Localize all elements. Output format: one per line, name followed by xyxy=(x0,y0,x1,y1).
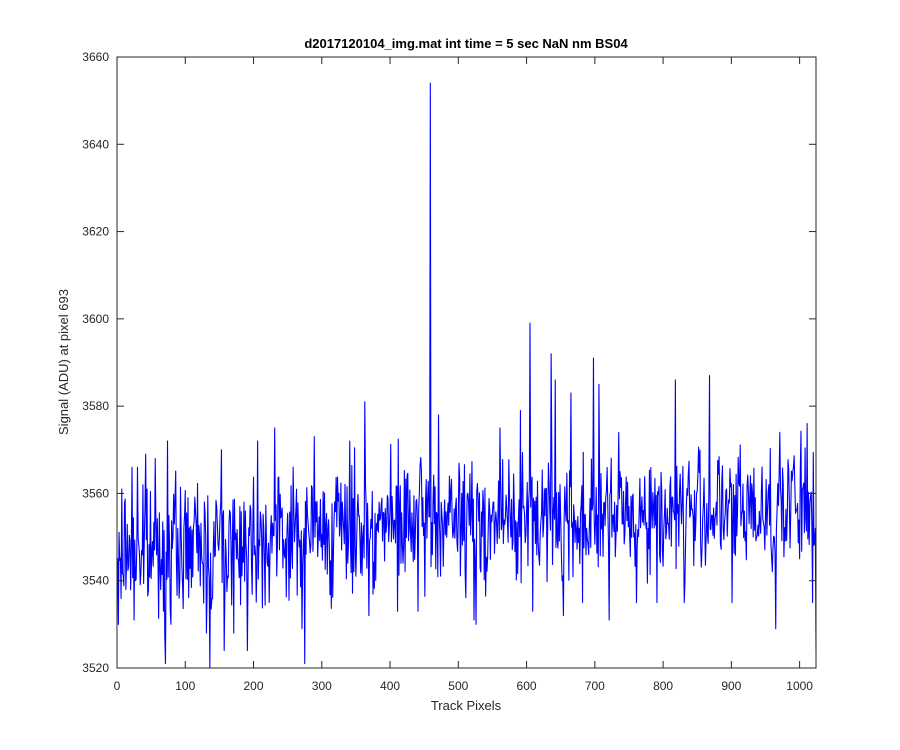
x-tick-label: 500 xyxy=(448,679,468,693)
x-tick-label: 1000 xyxy=(786,679,813,693)
x-tick-label: 800 xyxy=(653,679,673,693)
y-axis-label: Signal (ADU) at pixel 693 xyxy=(56,289,71,435)
x-tick-label: 0 xyxy=(114,679,121,693)
x-tick-label: 700 xyxy=(585,679,605,693)
plot-frame xyxy=(116,56,817,669)
y-tick-label: 3520 xyxy=(82,661,109,675)
chart-title: d2017120104_img.mat int time = 5 sec NaN… xyxy=(304,36,628,51)
series-layer xyxy=(117,82,817,669)
x-tick-label: 400 xyxy=(380,679,400,693)
y-tick-label: 3560 xyxy=(82,486,109,500)
x-tick-label: 900 xyxy=(721,679,741,693)
y-tick-label: 3620 xyxy=(82,225,109,239)
y-tick-label: 3580 xyxy=(82,399,109,413)
y-tick-label: 3660 xyxy=(82,50,109,64)
x-tick-label: 100 xyxy=(175,679,195,693)
y-tick-label: 3600 xyxy=(82,312,109,326)
y-tick-label: 3540 xyxy=(82,574,109,588)
x-tick-label: 300 xyxy=(312,679,332,693)
x-axis: 0 100 200 300 400 500 600 700 800 900 1000 xyxy=(114,57,813,693)
y-axis: 3520 3540 3560 3580 3600 3620 3640 3660 xyxy=(82,50,816,675)
x-tick-label: 600 xyxy=(517,679,537,693)
x-axis-label: Track Pixels xyxy=(431,698,502,713)
x-tick-label: 200 xyxy=(244,679,264,693)
y-tick-label: 3640 xyxy=(82,137,109,151)
series-line-0 xyxy=(117,82,817,669)
